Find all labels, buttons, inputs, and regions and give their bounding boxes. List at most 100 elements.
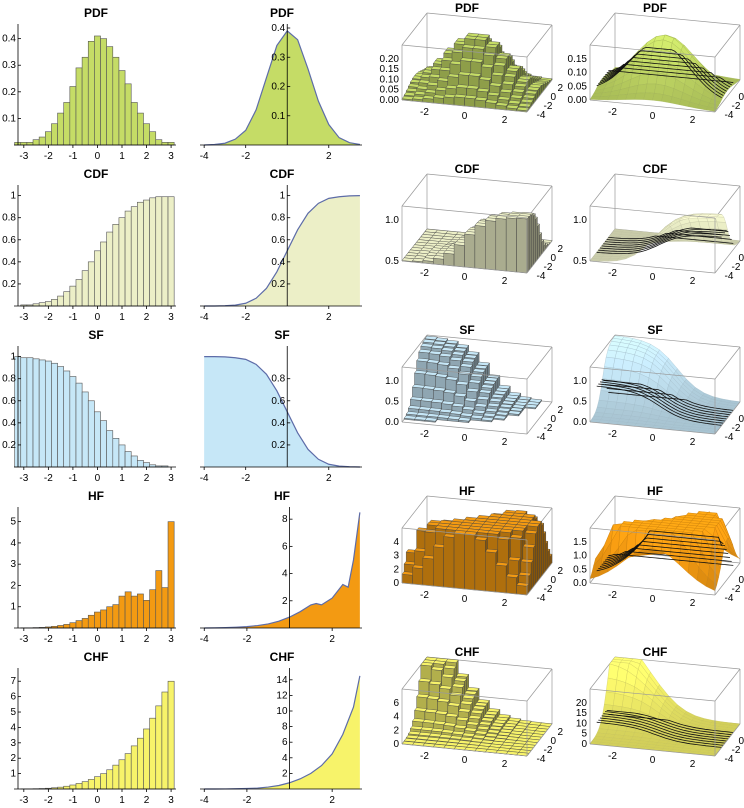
y-tick-label: 4 [10, 538, 16, 549]
y-tick-label: 4 [282, 753, 288, 764]
bar3d-top [518, 103, 532, 108]
x-tick-label: 0 [95, 312, 101, 323]
histogram-bar [137, 112, 144, 146]
bar3d-face [495, 564, 507, 594]
contour-line [608, 392, 734, 411]
z-tick-label: 15 [576, 708, 588, 719]
surface-patch [716, 221, 728, 230]
histogram-bar [69, 86, 77, 146]
bar3d-top [464, 690, 478, 695]
histogram-bar [167, 521, 175, 629]
bar3d-top [422, 719, 436, 724]
contour-line [601, 379, 727, 420]
x-tick-label: 2 [326, 151, 332, 162]
bar3d-face [537, 523, 540, 583]
base-tick-label: 0 [650, 111, 656, 122]
z-tick-label: 6 [393, 698, 399, 709]
box-edge [426, 12, 553, 26]
x-tick-label: 0 [95, 795, 101, 806]
y-tick-label: 0.8 [271, 374, 285, 385]
bar3d-face [545, 540, 548, 572]
bar3d-top [499, 403, 513, 408]
histogram-bar [94, 250, 101, 307]
bar3d-face [531, 212, 534, 269]
bar3d-top [455, 716, 470, 721]
y-tick-label: 10 [276, 706, 288, 717]
x-tick-label: 0 [95, 151, 101, 162]
chart-title: CDF [84, 167, 109, 181]
histogram-bar [57, 366, 65, 468]
base-tick-label: 0 [650, 272, 656, 283]
base-tick-label: 2 [558, 566, 564, 577]
y-tick-label: 6 [282, 737, 288, 748]
bar3d-top [497, 407, 511, 412]
bar3d-top [468, 72, 482, 77]
bar3d-top [503, 397, 517, 402]
bar3d-top [497, 731, 511, 736]
bar3d-top [439, 734, 453, 739]
base-tick-label: 0 [462, 594, 468, 605]
box-edge [401, 205, 528, 219]
bar3d-top [487, 91, 501, 97]
bar3d-top [455, 381, 470, 386]
contour-line [596, 721, 722, 748]
base-tick-label: -2 [608, 107, 617, 118]
bar3d-top [453, 724, 467, 729]
histogram-bar [130, 455, 138, 468]
base-tick-label: 2 [502, 598, 508, 609]
histogram-bar [44, 301, 52, 307]
x-tick-label: -2 [44, 312, 53, 323]
y-tick-label: 5 [10, 707, 16, 718]
base-tick-label: 0 [650, 433, 656, 444]
contour-line [603, 713, 729, 740]
histogram-bar [112, 438, 120, 468]
box-edge [589, 688, 716, 702]
bar3d-top [487, 530, 501, 535]
bar3d-top [484, 548, 499, 553]
bar3d-top [455, 344, 470, 349]
base-tick-label: 2 [558, 83, 564, 94]
bar3d-top [487, 402, 501, 407]
bar3d-top [439, 685, 453, 690]
bar3d-face [453, 532, 465, 590]
bar3d-top [464, 397, 478, 402]
bar3d-top [441, 347, 455, 352]
bar3d-top [491, 71, 505, 77]
base-tick-label: 2 [558, 405, 564, 416]
x-tick-label: -1 [68, 312, 77, 323]
bar3d-top [505, 573, 520, 578]
bar3d-top [503, 73, 517, 78]
base-tick-label: 0 [551, 253, 557, 264]
base-tick-label: 2 [558, 727, 564, 738]
y-tick-label: 0.2 [271, 440, 285, 451]
histogram-bar [149, 717, 157, 790]
box-edge [526, 401, 553, 435]
histogram-bar [94, 611, 101, 629]
bar3d-top [420, 662, 434, 667]
box-edge [714, 185, 741, 219]
histogram-bar [155, 139, 163, 146]
box-edge [714, 562, 741, 596]
bar3d-face [485, 220, 496, 271]
bar3d-face [474, 99, 486, 109]
base-tick-label: -2 [732, 745, 741, 756]
bar3d-top [480, 384, 495, 389]
x-tick-label: -2 [242, 795, 251, 806]
bar3d-top [414, 707, 428, 712]
bar3d-top [445, 376, 459, 381]
x-tick-label: -4 [200, 634, 209, 645]
bar3d-top [466, 387, 480, 393]
contour-line [608, 235, 734, 244]
base-tick-label: -4 [725, 432, 734, 443]
box-edge [401, 173, 428, 207]
box-edge [401, 495, 428, 529]
bar3d-top [449, 735, 463, 740]
bar3d-top [426, 359, 440, 364]
bar3d-top [453, 677, 467, 682]
histogram-bar [100, 609, 107, 629]
histogram-bar [143, 462, 150, 468]
bar3d-top [468, 379, 482, 384]
bar3d-top [453, 392, 467, 397]
histogram-bar [32, 139, 40, 146]
bar3d-top [478, 389, 492, 394]
